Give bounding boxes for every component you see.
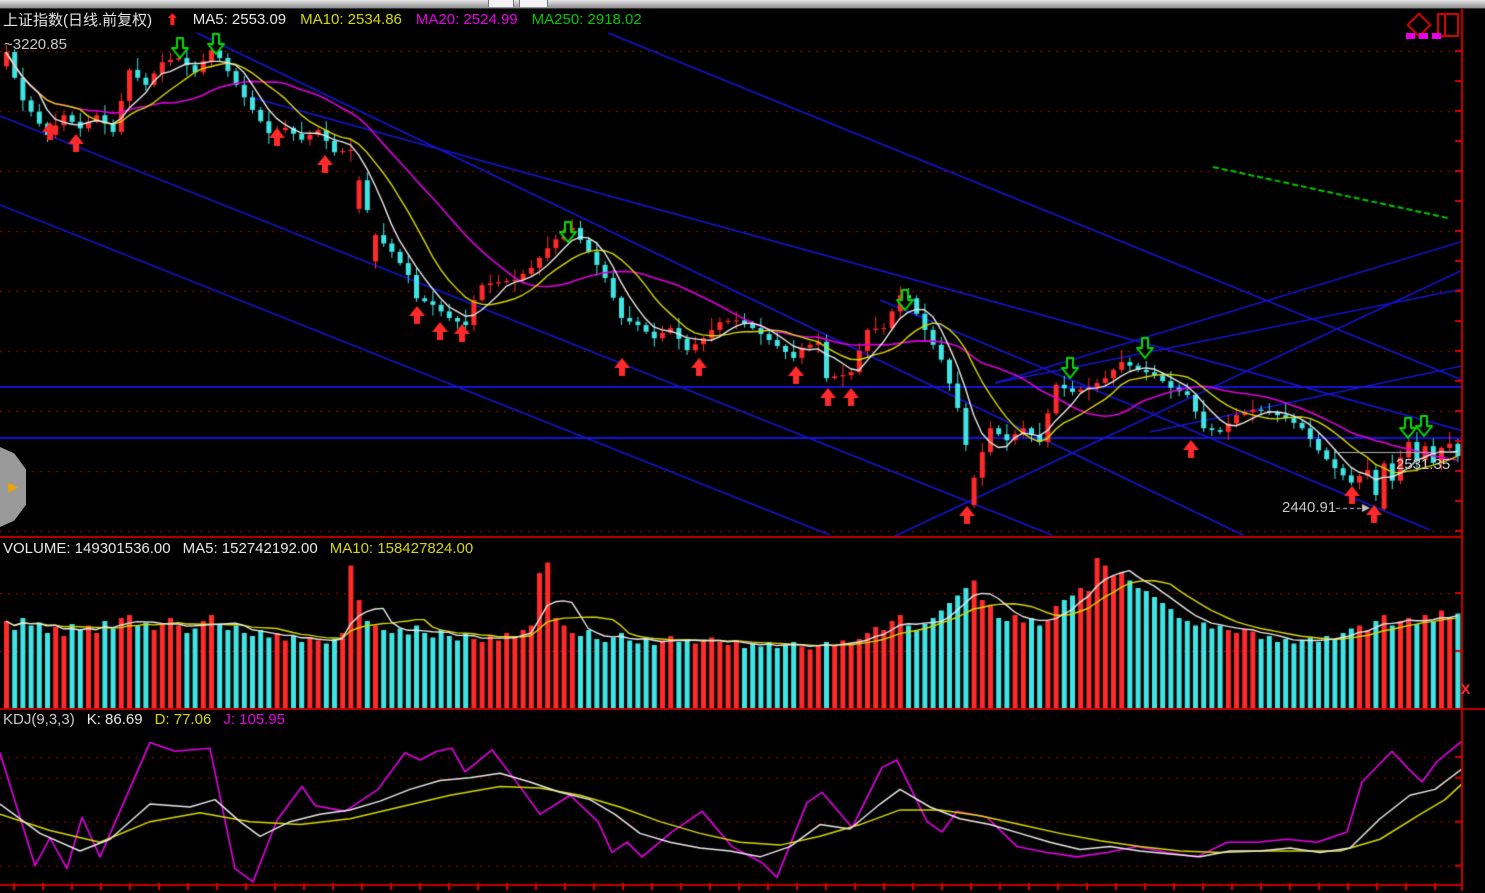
toolbar-segment [519,0,548,7]
ma20-indicator-label: MA20: 2524.99 [415,11,518,28]
kdj-d-label: D: 77.06 [154,711,212,728]
main-chart-header: 上证指数(日线.前复权) ⬆ MA5: 2553.09 MA10: 2534.8… [3,9,642,30]
period-high-label: ~3220.85 [4,36,67,53]
instrument-title: 上证指数(日线.前复权) [3,12,153,29]
kdj-panel-header: KDJ(9,3,3) K: 86.69 D: 77.06 J: 105.95 [3,711,285,728]
toolbar-segment [488,0,514,7]
volume-ma10-label: MA10: 158427824.00 [329,540,474,557]
volume-ma5-label: MA5: 152742192.00 [182,540,318,557]
kdj-k-label: K: 86.69 [86,711,143,728]
period-low-label: 2440.91 [1282,499,1337,516]
expander-arrow-icon: ▶ [8,479,18,494]
volume-panel-header: VOLUME: 149301536.00 MA5: 152742192.00 M… [3,540,473,557]
more-options-dots-icon[interactable] [1406,33,1441,39]
close-indicator-button[interactable]: X [1461,681,1471,697]
toolbar-bottom-strip [0,0,1485,9]
ma5-indicator-label: MA5: 2553.09 [192,11,287,28]
ma10-indicator-label: MA10: 2534.86 [300,11,402,28]
split-divider [1444,15,1446,35]
up-trend-arrow-icon: ⬆ [166,11,179,29]
kdj-name-label: KDJ(9,3,3) [3,711,75,728]
tilde-marker-icon: ~ [4,36,13,53]
volume-value-label: VOLUME: 149301536.00 [3,540,171,557]
ma250-indicator-label: MA250: 2918.02 [531,11,642,28]
last-price-label: 2531.35 [1396,456,1451,473]
kdj-j-label: J: 105.95 [223,711,286,728]
split-window-icon[interactable] [1437,13,1459,37]
